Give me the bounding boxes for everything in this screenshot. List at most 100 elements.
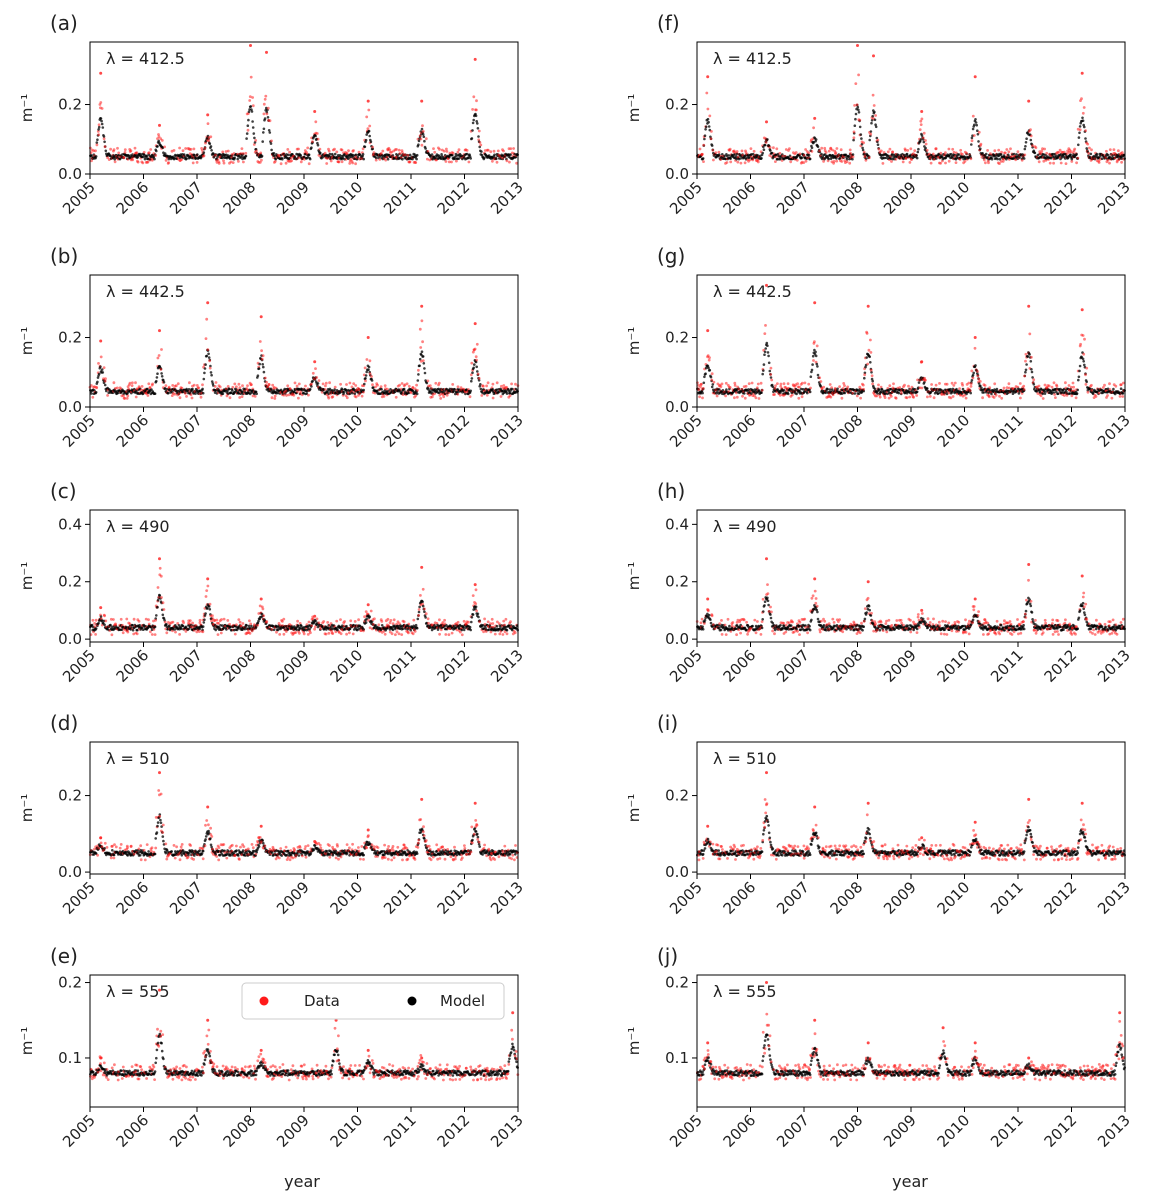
model-point	[131, 628, 135, 632]
data-point	[251, 846, 255, 850]
data-point	[201, 630, 205, 634]
data-point	[509, 147, 513, 151]
data-point	[176, 382, 180, 386]
data-point	[376, 383, 379, 387]
model-point	[156, 145, 159, 148]
data-point	[430, 395, 434, 399]
model-point	[380, 624, 384, 627]
data-point	[156, 1027, 159, 1031]
y-tick-label: 0.0	[58, 398, 82, 416]
data-point	[327, 396, 331, 400]
data-point	[123, 148, 127, 152]
data-point	[327, 631, 331, 635]
data-point	[249, 44, 252, 47]
data-point	[173, 856, 177, 860]
data-point	[318, 843, 322, 847]
data-point	[460, 633, 464, 637]
data-point	[122, 394, 125, 398]
model-point	[203, 1058, 207, 1062]
data-point	[246, 384, 249, 387]
data-point	[260, 158, 263, 162]
model-point	[160, 1041, 163, 1045]
data-point	[205, 1034, 209, 1038]
data-point	[465, 149, 469, 152]
data-point	[343, 620, 346, 623]
model-point	[162, 839, 165, 843]
model-point	[470, 620, 473, 624]
data-point	[317, 379, 321, 382]
data-point	[231, 385, 235, 389]
data-point	[158, 771, 161, 775]
data-point	[129, 844, 133, 848]
data-point	[357, 618, 360, 622]
model-point	[204, 838, 207, 841]
data-point	[445, 147, 448, 151]
data-point	[298, 631, 301, 635]
data-point	[99, 101, 103, 104]
data-point	[110, 633, 114, 637]
scatter-points	[88, 301, 520, 400]
model-point	[202, 621, 206, 624]
panel-label: (b)	[50, 244, 78, 268]
data-point	[141, 161, 145, 165]
data-point	[192, 147, 196, 151]
data-point	[359, 857, 362, 861]
data-point	[348, 631, 351, 635]
model-point	[237, 854, 240, 857]
data-point	[418, 327, 422, 331]
data-point	[99, 841, 103, 845]
model-point	[479, 387, 483, 391]
data-point	[335, 619, 339, 623]
data-point	[147, 622, 151, 626]
data-point	[258, 161, 262, 164]
model-point	[369, 140, 373, 143]
model-point	[155, 614, 158, 617]
data-point	[345, 152, 349, 155]
data-point	[116, 1078, 120, 1082]
data-point	[377, 623, 381, 627]
data-point	[311, 371, 315, 375]
data-point	[241, 152, 245, 155]
model-point	[354, 153, 358, 157]
model-point	[155, 1056, 158, 1060]
model-point	[362, 157, 366, 161]
data-point	[229, 160, 233, 164]
data-point	[502, 619, 506, 623]
wavelength-annotation: λ = 412.5	[106, 49, 185, 68]
data-point	[217, 858, 221, 862]
data-point	[159, 368, 163, 371]
model-point	[162, 1057, 165, 1061]
model-point	[102, 135, 106, 138]
data-point	[477, 129, 481, 133]
model-point	[270, 148, 273, 152]
data-point	[366, 99, 370, 103]
data-point	[419, 818, 423, 821]
data-point	[303, 847, 307, 851]
data-point	[491, 622, 495, 625]
data-point	[262, 614, 266, 618]
data-point	[221, 1064, 225, 1068]
data-point	[183, 392, 187, 395]
model-point	[244, 154, 248, 158]
data-point	[314, 120, 318, 124]
data-point	[426, 157, 429, 161]
model-point	[477, 135, 480, 138]
data-point	[366, 603, 370, 607]
model-point	[422, 135, 426, 138]
data-point	[126, 630, 130, 634]
model-point	[231, 389, 234, 392]
data-point	[419, 594, 422, 597]
data-point	[248, 632, 252, 635]
data-point	[424, 839, 428, 842]
model-point	[316, 143, 320, 147]
data-point	[313, 614, 317, 618]
data-point	[486, 620, 490, 624]
model-point	[374, 156, 378, 160]
data-point	[263, 844, 267, 848]
model-point	[119, 1069, 123, 1072]
data-point	[396, 845, 400, 849]
model-point	[209, 364, 212, 368]
data-point	[284, 161, 288, 165]
data-point	[438, 618, 441, 622]
model-point	[200, 1074, 203, 1077]
